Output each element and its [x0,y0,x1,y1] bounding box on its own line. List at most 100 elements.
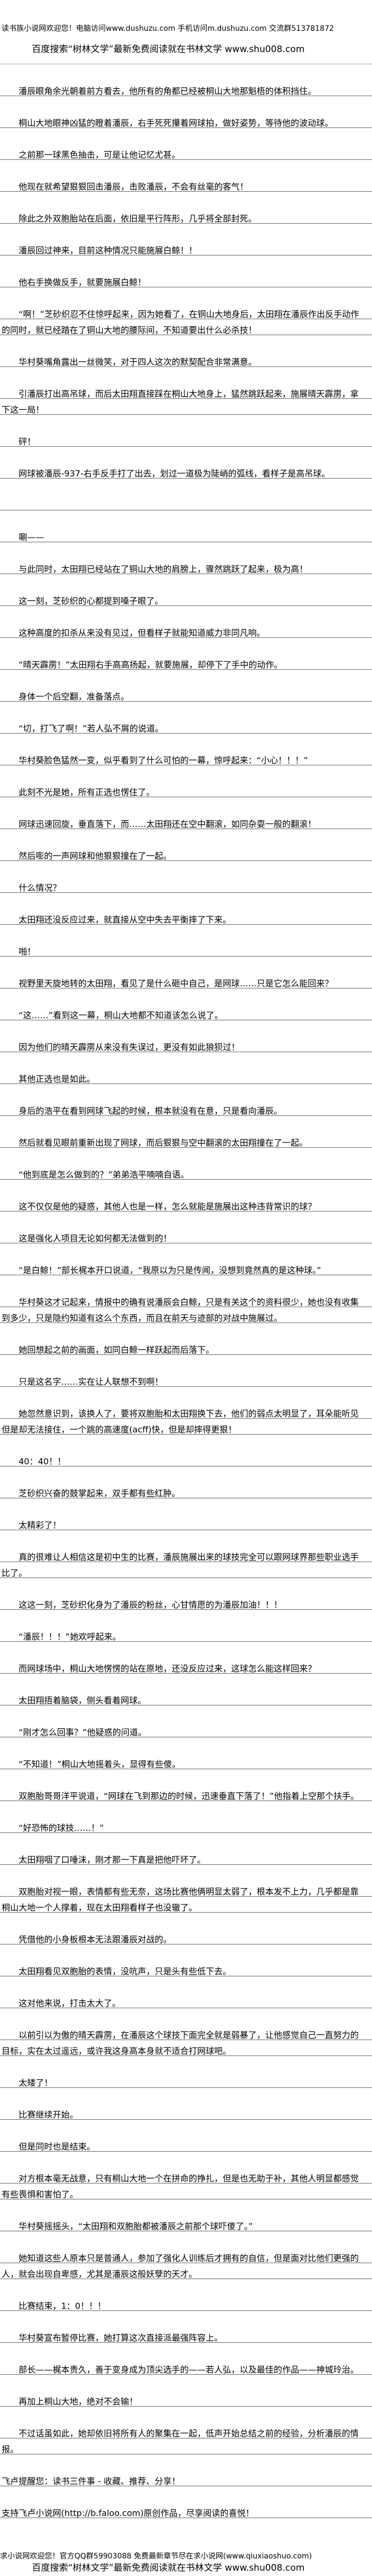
paragraph-text: 太田翔捂着脑袋，侧头看着网球。 [19,1695,147,1705]
chapter-paragraph: 芝砂织兴奋的鼓掌起来，双手都有些红肿。 [0,1482,372,1498]
chapter-paragraph: 网球迅速回旋，垂直落下，而……太田翔还在空中翻滚，如同杂耍一般的翻滚！ [0,813,372,829]
paragraph-text: 她回想起之前的画面，如同白鲸一样跃起而后落下。 [19,1345,215,1355]
chapter-paragraph: 太田翔咽了口唾沫，刚才那一下真是把他吓坏了。 [0,1849,372,1865]
chapter-paragraph: 身后的浩平在看到网球飞起的时候，根本就没有在意，只是看向潘辰。 [0,1100,372,1116]
paragraph-text: 然后嘭的一声网球和他狠狠撞在了一起。 [19,851,172,861]
paragraph-text: 对方根本毫无战意，只有桐山大地一个在拼命的挣扎，但是也无助于补，其他人明显都感觉… [2,2173,359,2199]
paragraph-text: 40：40！！ [19,1456,66,1466]
paragraph-text: 啪！ [19,946,36,957]
chapter-paragraph: 但是同时也是结束。 [0,2136,372,2152]
paragraph-text: 太矮了！ [19,2078,53,2088]
paragraph-text: 华村葵宣布暂停比赛，她打算这次直接派最强阵容上。 [19,2333,223,2343]
paragraph-text: 潘辰眼角余光朝着前方看去，他所有的角都已经被桐山大地那魁梧的体积挡住。 [19,86,317,96]
paragraph-text: 这一刻，芝砂织的心都提到嗓子眼了。 [19,596,164,606]
paragraph-text: 网球被潘辰-937-右手反手打了出去，划过一道极为陡峭的弧线，看样子是高吊球。 [19,468,331,479]
chapter-paragraph [0,494,372,510]
chapter-paragraph: 潘辰眼角余光朝着前方看去，他所有的角都已经被桐山大地那魁梧的体积挡住。 [0,80,372,96]
paragraph-text: 真的很难让人相信这是初中生的比赛，潘辰施展出来的球技完全可以跟网球界那些职业选手… [2,1552,359,1578]
paragraph-text: 什么情况？ [19,883,62,893]
paragraph-text: 此刻不光是她，所有正选也愣住了。 [19,787,155,797]
chapter-paragraph: “切，打飞了啊！”若人弘不屑的说道。 [0,718,372,733]
chapter-paragraph: 凭借他的小身板根本无法跟潘辰对战的。 [0,1929,372,1944]
paragraph-text: 引潘辰打出高吊球，而后太田翔直接踩在桐山大地身上，猛然跳跃起来，施展晴天霹雳，拿… [2,389,359,415]
chapter-paragraph: 双胞胎对视一眼，表情都有些无奈，这场比赛他俩明显太弱了，根本发不上力，几乎都是靠… [0,1881,372,1913]
page-footer: 求小说网欢迎您！官方QQ群59903088 免费最新章节尽在求小说网(www.q… [0,2551,372,2574]
chapter-paragraph: 他右手换做反手，就要施展白鲸！ [0,271,372,287]
chapter-paragraph: “他到底是怎么做到的？”弟弟浩平喃喃自语。 [0,1164,372,1180]
chapter-paragraph: 双胞胎哥哥洋平说道，“网球在飞到那边的时候，迅速垂直下落了！”他指着上空那个扶手… [0,1785,372,1801]
paragraph-text: “这……”看到这一幕，桐山大地都不知道该怎么说了。 [19,1010,223,1020]
chapter-content: 潘辰眼角余光朝着前方看去，他所有的角都已经被桐山大地那魁梧的体积挡住。桐山大地眼… [0,80,372,2534]
chapter-paragraph: 视野里天旋地转的太田翔，看见了是什么砸中自己，是网球……只是它怎么能回来？ [0,973,372,988]
chapter-paragraph: 她回想起之前的画面，如同白鲸一样跃起而后落下。 [0,1339,372,1355]
chapter-paragraph: “好恐怖的球技……！” [0,1817,372,1833]
chapter-paragraph: 不过话虽如此，她却依旧将所有人的聚集在一起，低声开始总结之前的经验，分析潘辰的情… [0,2423,372,2454]
chapter-paragraph: “不知道！”桐山大地摇着头，显得有些傻。 [0,1753,372,1769]
chapter-paragraph: 以前引以为傲的晴天霹雳，在潘辰这个球技下面完全就是弱暴了，让他感觉自己一直努力的… [0,2024,372,2056]
paragraph-text: “好恐怖的球技……！” [19,1823,104,1833]
chapter-paragraph: 真的很难让人相信这是初中生的比赛，潘辰施展出来的球技完全可以跟网球界那些职业选手… [0,1546,372,1578]
paragraph-text: 凭借他的小身板根本无法跟潘辰对战的。 [19,1934,172,1944]
paragraph-text: 视野里天旋地转的太田翔，看见了是什么砸中自己，是网球……只是它怎么能回来？ [19,978,334,988]
chapter-paragraph: 这这一刻，芝砂织化身为了潘辰的粉丝，心甘情愿的为潘辰加油！！！ [0,1594,372,1610]
chapter-paragraph: 桐山大地眼神凶猛的瞪着潘辰，右手死死攥着网球拍，做好姿势，等待他的波动球。 [0,112,372,128]
search-promo-banner: 百度搜索“树林文学”最新免费阅读就在书林文学 www.shu008.com [32,44,305,55]
paragraph-text: 因为他们的晴天霹雳从来没有失误过，更没有如此狼狈过！ [19,1042,240,1052]
paragraph-text: 只是这名字……实在让人联想不到啊！ [19,1377,164,1387]
chapter-paragraph: 因为他们的晴天霹雳从来没有失误过，更没有如此狼狈过！ [0,1036,372,1052]
paragraph-text: “潘辰！！！”她欢呼起来。 [19,1632,121,1642]
chapter-paragraph: 这不仅仅是他的疑惑，其他人也是一样，怎么就能是施展出这种违背常识的球？ [0,1196,372,1212]
paragraph-text: 然后就看见眼前重新出现了网球，而后狠狠与空中翻滚的太田翔撞在了一起。 [19,1138,308,1148]
chapter-paragraph: 只是这名字……实在让人联想不到啊！ [0,1371,372,1387]
paragraph-text: 身体一个后空翻，准备落点。 [19,692,130,702]
chapter-paragraph: 太精彩了！ [0,1514,372,1530]
paragraph-text: 不过话虽如此，她却依旧将所有人的聚集在一起，低声开始总结之前的经验，分析潘辰的情… [2,2428,359,2454]
paragraph-text: 双胞胎哥哥洋平说道，“网球在飞到那边的时候，迅速垂直下落了！”他指着上空那个扶手… [19,1791,359,1801]
paragraph-text: 这是强化人项目无论如何都无法做到的！ [19,1233,172,1243]
chapter-paragraph: 比赛继续开始。 [0,2104,372,2120]
paragraph-text: 砰！ [19,437,36,447]
chapter-paragraph: 引潘辰打出高吊球，而后太田翔直接踩在桐山大地身上，猛然跳跃起来，施展晴天霹雳，拿… [0,383,372,415]
chapter-paragraph: 她忽然意识到，该换人了，要将双胞胎和太田翔换下去，他们的弱点太明显了，耳朵能听见… [0,1403,372,1435]
chapter-paragraph: “这……”看到这一幕，桐山大地都不知道该怎么说了。 [0,1004,372,1020]
chapter-paragraph: 什么情况？ [0,877,372,893]
chapter-paragraph: 再加上桐山大地，绝对不会输！ [0,2391,372,2407]
chapter-paragraph: 其他正选也是如此。 [0,1068,372,1084]
chapter-paragraph: 潘辰回过神来，目前这种情况只能施展白鲸！！ [0,240,372,255]
paragraph-text: 他右手换做反手，就要施展白鲸！ [19,277,147,287]
paragraph-text: “不知道！”桐山大地摇着头，显得有些傻。 [19,1759,181,1769]
footer-search-promo: 百度搜索“树林文学”最新免费阅读就在书林文学 www.shu008.com [32,2563,305,2573]
chapter-paragraph: 太矮了！ [0,2072,372,2088]
paragraph-text: 华村葵摇摇头，“太田翔和双胞胎都被潘辰之前那个球吓傻了。” [19,2221,253,2231]
chapter-paragraph: 之前那一球黑色抽击，可是让他记忆尤甚。 [0,144,372,160]
paragraph-text: 其他正选也是如此。 [19,1074,96,1084]
chapter-paragraph: 唰—— [0,526,372,542]
chapter-paragraph: 这对他来说，打击太大了。 [0,1992,372,2008]
chapter-paragraph: 华村葵嘴角露出一丝微笑，对于四人这次的默契配合非常满意。 [0,351,372,367]
chapter-paragraph: 此刻不光是她，所有正选也愣住了。 [0,781,372,797]
paragraph-text: “切，打飞了啊！”若人弘不屑的说道。 [19,723,164,733]
paragraph-text: “他到底是怎么做到的？”弟弟浩平喃喃自语。 [19,1170,189,1180]
chapter-paragraph: 除此之外双胞胎站在后面，依旧是平行阵形，几乎将全部封死。 [0,208,372,224]
chapter-paragraph: “是白鲸！”部长梶本开口说道，“我原以为只是传闻，没想到竟然真的是这种球。” [0,1259,372,1275]
chapter-paragraph: 身体一个后空翻，准备落点。 [0,686,372,702]
paragraph-text: 与此同时，太田翔已经站在了铜山大地的肩膀上，骤然跳跃了起来，极为高！ [19,564,308,574]
chapter-paragraph: 而网球场中，桐山大地愣愣的站在原地，还没反应过来，这球怎么能这样回来？ [0,1658,372,1674]
site-welcome-banner: 读书族小说网欢迎您！电脑访问www.dushuzu.com 手机访问m.dush… [2,24,334,33]
paragraph-text: 这对他来说，打击太大了。 [19,1998,121,2008]
chapter-paragraph: 啪！ [0,941,372,957]
chapter-paragraph: 比赛结束，1：0！！！ [0,2295,372,2311]
paragraph-text: 之前那一球黑色抽击，可是让他记忆尤甚。 [19,150,181,160]
paragraph-text: 唰—— [19,532,45,542]
paragraph-text: 太田翔还没反应过来，就直接从空中失去平衡摔了下来。 [19,915,232,925]
chapter-paragraph: 华村葵摇摇头，“太田翔和双胞胎都被潘辰之前那个球吓傻了。” [0,2215,372,2231]
chapter-paragraph: 他现在就希望狠狠回击潘辰，击败潘辰，不会有丝毫的客气！ [0,176,372,192]
reader-note-text: 支持飞卢小说网(http://b.faloo.com)原创作品，尽享阅读的喜悦！ [2,2508,255,2518]
paragraph-text: 再加上桐山大地，绝对不会输！ [19,2396,138,2407]
paragraph-text: 她忽然意识到，该换人了，要将双胞胎和太田翔换下去，他们的弱点太明显了，耳朵能听见… [2,1409,359,1435]
paragraph-text: 他现在就希望狠狠回击潘辰，击败潘辰，不会有丝毫的客气！ [19,182,249,192]
chapter-paragraph: 华村葵宣布暂停比赛，她打算这次直接派最强阵容上。 [0,2327,372,2343]
paragraph-text: 而网球场中，桐山大地愣愣的站在原地，还没反应过来，这球怎么能这样回来？ [19,1664,317,1674]
chapter-paragraph: 与此同时，太田翔已经站在了铜山大地的肩膀上，骤然跳跃了起来，极为高！ [0,558,372,574]
paragraph-text: 这种高度的扣杀从来没有见过，但看样子就能知道威力非同凡响。 [19,628,266,638]
